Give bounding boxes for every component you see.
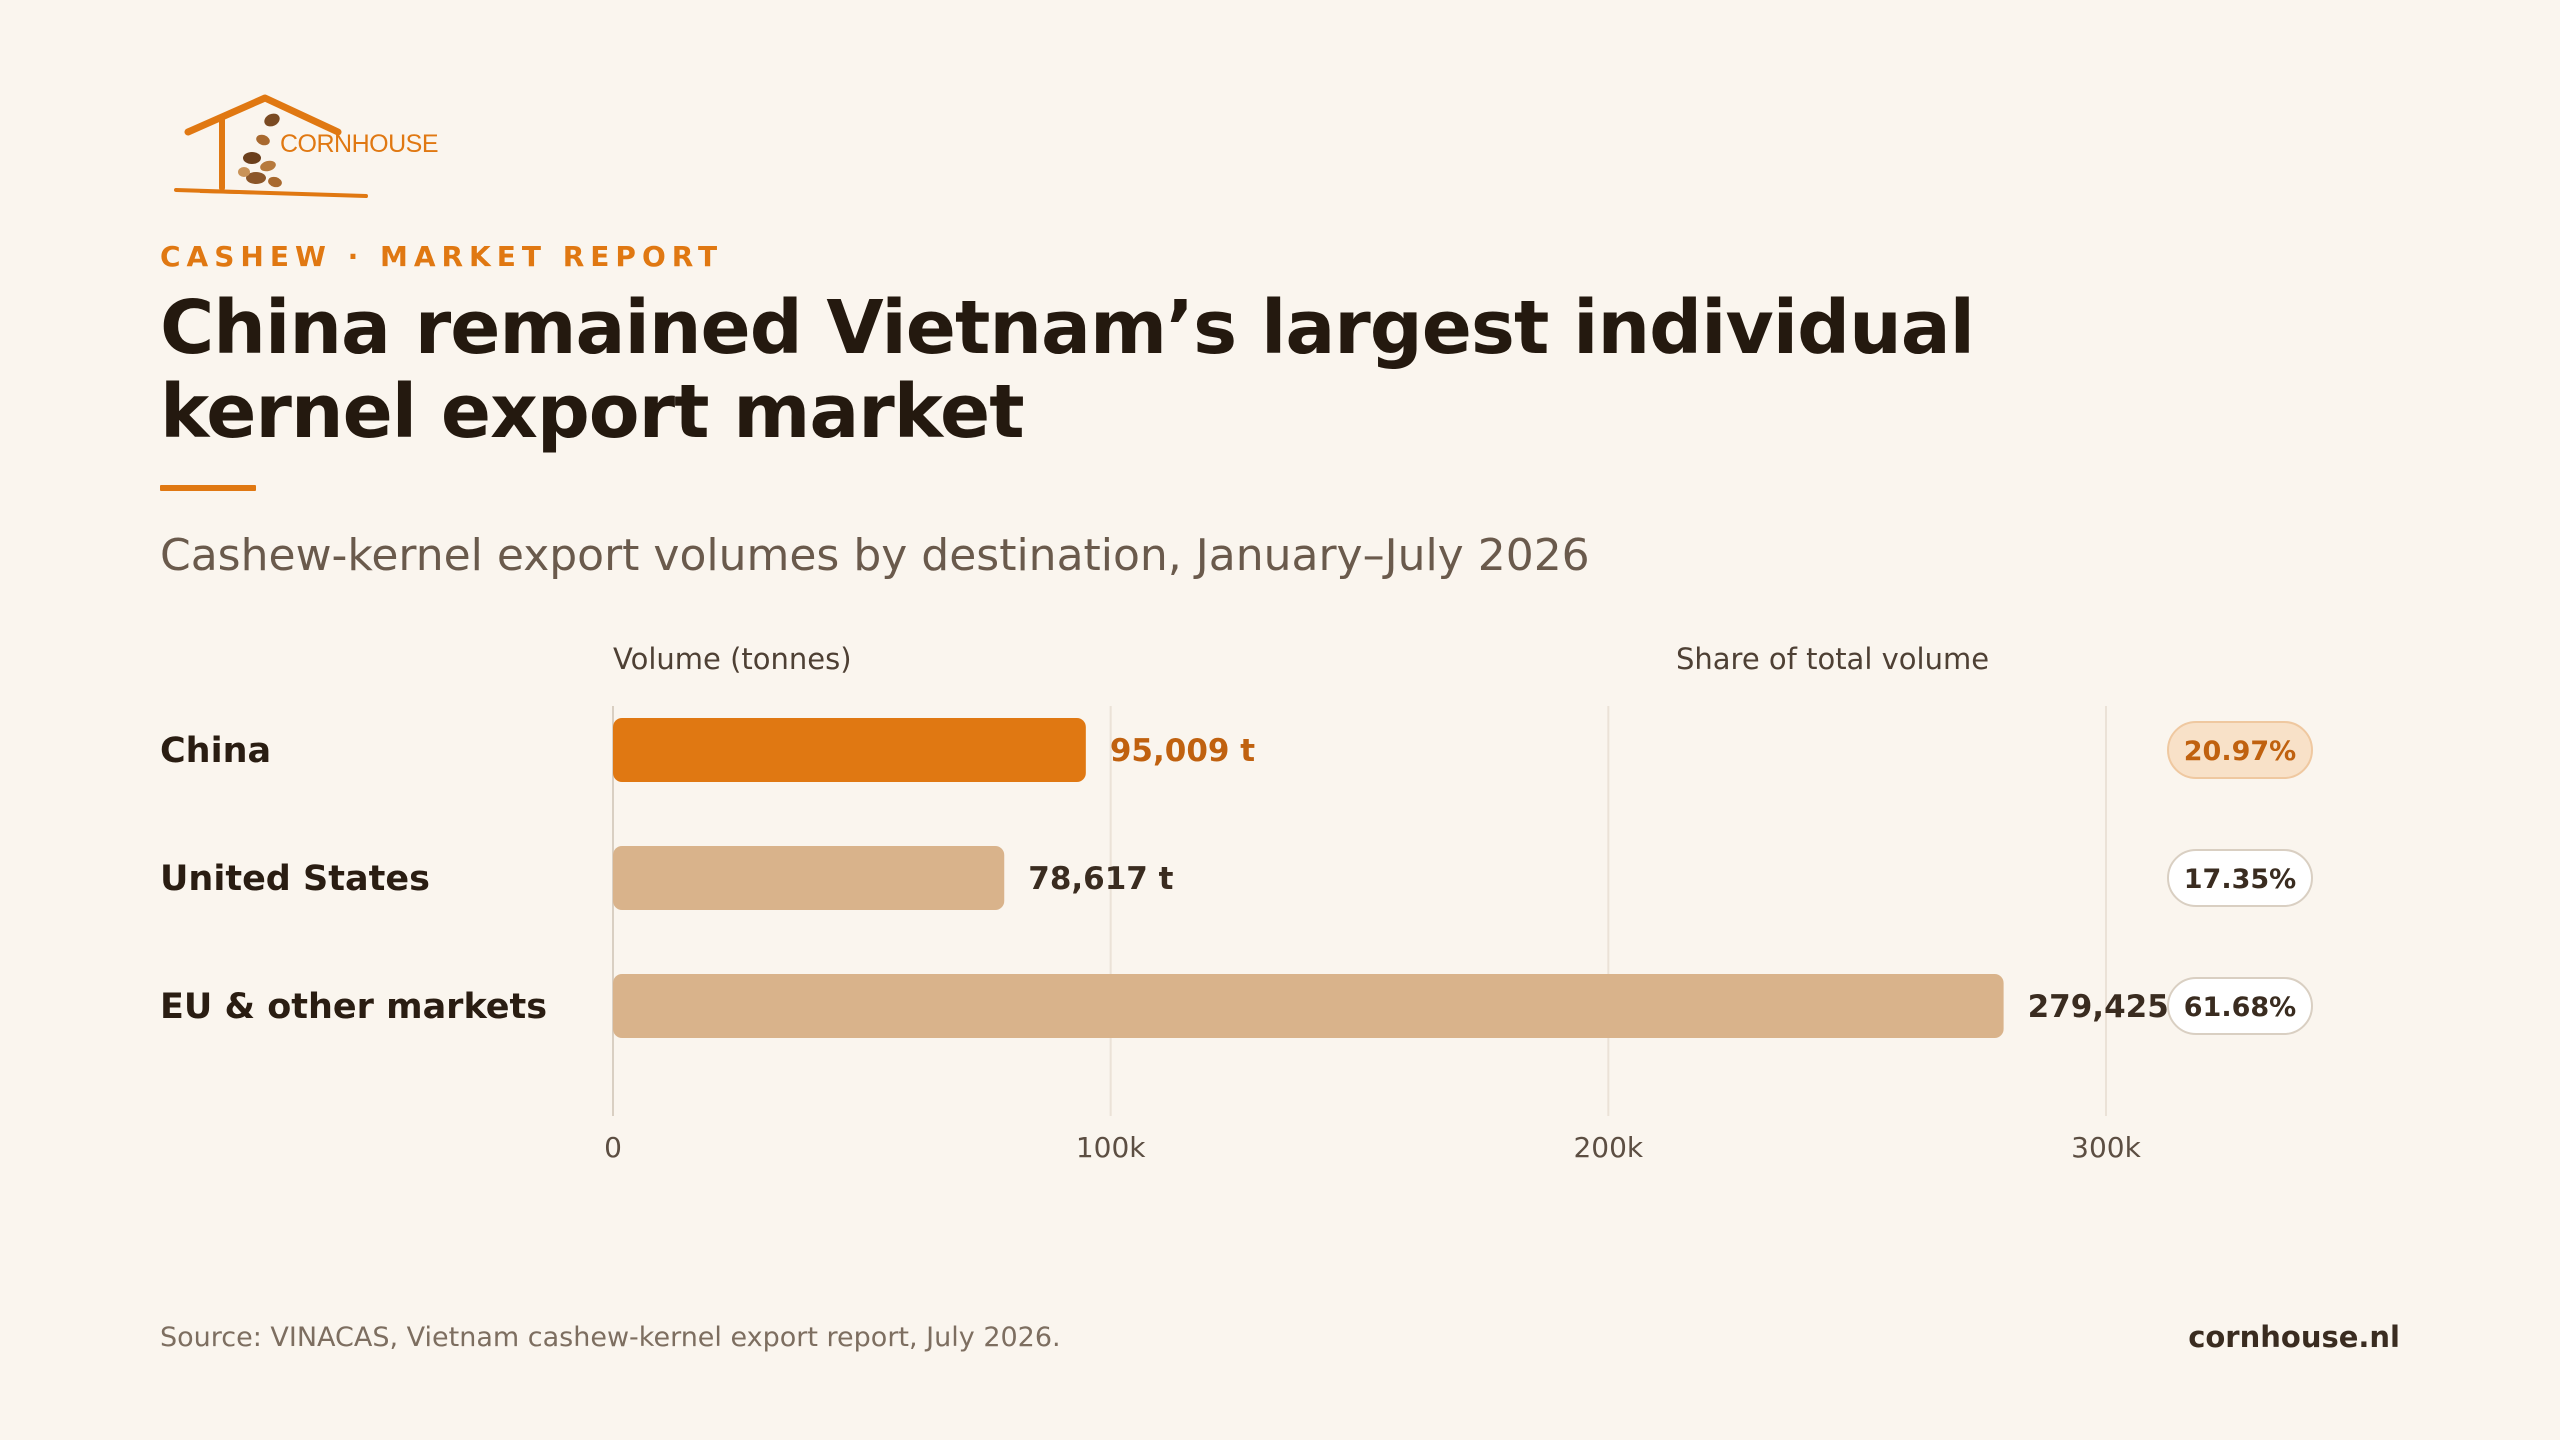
share-label: 20.97% [2184, 736, 2296, 767]
data-label: 279,425 t [2028, 989, 2195, 1025]
bar[interactable] [613, 718, 1086, 782]
x-tick-label: 0 [604, 1131, 622, 1164]
x-tick-label: 300k [2071, 1131, 2141, 1164]
house-roof-icon [174, 94, 368, 198]
share-column-header: Share of total volume [1676, 642, 1990, 676]
site-link[interactable]: cornhouse.nl [2188, 1320, 2400, 1354]
share-badge [2167, 977, 2313, 1035]
volume-column-header: Volume (tonnes) [613, 642, 852, 676]
bar[interactable] [613, 846, 1005, 910]
share-badge [2167, 721, 2313, 779]
cashew-nuts-icon [238, 113, 282, 188]
data-label: 95,009 t [1110, 733, 1255, 769]
x-tick-label: 200k [1573, 1131, 1643, 1164]
share-label: 61.68% [2184, 992, 2296, 1023]
page-title: China remained Vietnam’s largest individ… [160, 285, 1975, 455]
chart-subtitle: Cashew-kernel export volumes by destinat… [160, 530, 1590, 581]
logo-text: CORNHOUSE [280, 130, 438, 158]
category-label: China [160, 731, 271, 771]
share-label: 17.35% [2184, 864, 2296, 895]
category-label: United States [160, 859, 430, 899]
report-kicker: CASHEW · MARKET REPORT [160, 240, 724, 273]
category-label: EU & other markets [160, 987, 547, 1027]
cornhouse-logo: CORNHOUSE [174, 94, 439, 198]
title-underline [160, 485, 256, 491]
bar[interactable] [613, 974, 2004, 1038]
source-note: Source: VINACAS, Vietnam cashew-kernel e… [160, 1322, 1061, 1353]
data-label: 78,617 t [1028, 861, 1173, 897]
x-tick-label: 100k [1076, 1131, 1146, 1164]
share-badge [2167, 849, 2313, 907]
